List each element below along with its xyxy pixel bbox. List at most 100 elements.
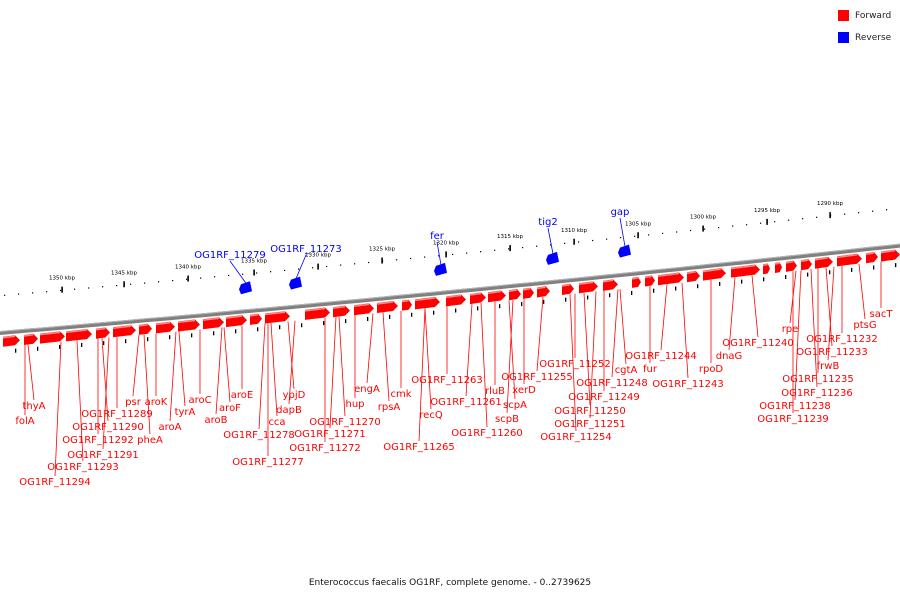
forward-gene-arrow: [645, 275, 655, 287]
ruler-dot: [74, 288, 76, 290]
forward-gene-leader: [366, 313, 374, 384]
forward-gene-arrow: [523, 287, 534, 299]
ruler-dot: [46, 291, 48, 293]
forward-gene-arrow: [488, 290, 506, 303]
ruler-dot: [690, 229, 692, 232]
forward-gene-label: ptsG: [853, 320, 876, 331]
band-tick: [37, 346, 39, 351]
forward-gene-label: OG1RF_11278: [223, 430, 295, 441]
ruler-dot: [844, 213, 846, 215]
forward-gene-leader: [728, 277, 736, 351]
forward-gene-leader: [508, 300, 516, 400]
scale-tick-label: 1325 kbp: [369, 247, 395, 253]
band-tick: [59, 344, 61, 349]
forward-gene-label: OG1RF_11251: [554, 419, 626, 430]
reverse-gene-leader: [619, 217, 626, 247]
ruler-dot: [732, 225, 734, 227]
ruler-dot: [760, 222, 762, 224]
ruler-dot: [214, 276, 216, 278]
ruler-dot: [354, 263, 356, 265]
forward-gene-leader: [76, 340, 84, 462]
forward-gene-shine: [414, 297, 436, 302]
forward-gene-shine: [155, 321, 171, 326]
reverse-gene-arrow: [546, 251, 559, 265]
ruler-dot: [312, 267, 314, 269]
ruler-dot: [592, 239, 594, 242]
scale-tick: [253, 269, 255, 276]
ruler-dot: [746, 224, 748, 226]
forward-gene-label: hup: [345, 399, 364, 410]
forward-gene-shine: [2, 335, 16, 339]
ruler-dot: [228, 274, 230, 277]
forward-gene-arrow: [632, 276, 641, 288]
forward-gene-arrow: [509, 289, 521, 301]
forward-gene-leader: [143, 334, 151, 435]
band-tick: [345, 319, 347, 324]
forward-gene-label: OG1RF_11252: [539, 359, 611, 370]
backbone-highlight: [0, 243, 900, 332]
forward-gene-arrow: [687, 270, 700, 283]
ruler-dot: [802, 218, 804, 220]
reverse-gene-leader: [229, 260, 247, 284]
band-tick: [125, 339, 127, 344]
forward-gene-leader: [132, 334, 140, 397]
ruler-dot: [536, 245, 538, 247]
band-tick: [653, 288, 655, 293]
ruler-dot: [494, 249, 496, 251]
scale-tick-label: 1320 kbp: [433, 240, 459, 246]
forward-gene-leader: [794, 270, 802, 401]
band-tick: [675, 286, 677, 291]
forward-gene-leader: [589, 291, 597, 419]
forward-gene-leader: [169, 331, 177, 422]
forward-gene-label: rpoD: [699, 364, 724, 375]
ruler-dot: [424, 256, 426, 258]
band-tick: [411, 312, 413, 317]
band-tick: [103, 341, 105, 346]
ruler-dot: [886, 209, 888, 211]
reverse-gene-label: OG1RF_11279: [194, 250, 266, 261]
reverse-gene-leader: [295, 254, 307, 279]
forward-gene-shine: [631, 277, 639, 280]
forward-gene-label: aroC: [188, 395, 211, 406]
forward-gene-shine: [95, 327, 106, 331]
ruler-dot: [270, 271, 272, 273]
ruler-dot: [284, 269, 286, 271]
forward-gene-label: OG1RF_11290: [72, 422, 144, 433]
scale-tick-label: 1330 kbp: [305, 253, 331, 259]
forward-gene-leader: [681, 282, 689, 379]
ruler-dot: [172, 280, 174, 282]
forward-gene-shine: [112, 325, 132, 329]
band-tick: [543, 299, 545, 304]
ruler-dot: [4, 294, 6, 296]
forward-gene-shine: [702, 268, 722, 273]
scale-tick: [61, 286, 63, 293]
legend: Forward Reverse: [838, 9, 900, 53]
forward-gene-label: OG1RF_11260: [451, 428, 523, 439]
ruler-dot: [326, 265, 328, 268]
forward-gene-shine: [249, 314, 259, 317]
band-tick: [697, 284, 699, 289]
scale-tick-label: 1340 kbp: [175, 265, 201, 271]
forward-gene-shine: [264, 311, 286, 316]
forward-gene-shine: [332, 305, 346, 309]
forward-gene-leader: [465, 303, 473, 397]
forward-gene-label: cgtA: [615, 365, 638, 376]
forward-gene-shine: [561, 284, 571, 287]
forward-gene-label: pheA: [137, 435, 163, 446]
scale-tick: [702, 225, 704, 232]
scale-tick-label: 1295 kbp: [754, 208, 780, 214]
forward-gene-label: OG1RF_11261: [430, 397, 502, 408]
forward-gene-label: OG1RF_11239: [757, 414, 829, 425]
band-tick: [587, 295, 589, 300]
ruler-dot: [116, 285, 118, 287]
ruler-dot: [662, 232, 664, 234]
forward-gene-shine: [686, 271, 696, 274]
forward-gene-leader: [215, 327, 223, 415]
forward-swatch: [838, 10, 849, 21]
forward-gene-label: scpA: [503, 400, 527, 411]
forward-gene-shine: [202, 317, 220, 321]
ruler-dot: [438, 255, 440, 257]
forward-gene-shine: [508, 289, 518, 292]
forward-gene-label: fur: [643, 364, 658, 375]
forward-gene-arrow: [250, 313, 262, 325]
